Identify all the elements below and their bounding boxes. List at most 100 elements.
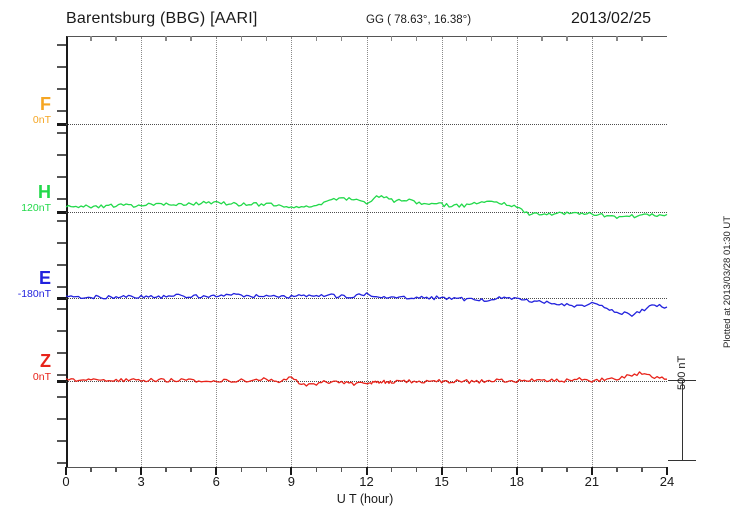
baseline-F bbox=[66, 124, 667, 125]
scale-bar-bottom-cap bbox=[668, 460, 696, 461]
gridline-6 bbox=[216, 37, 218, 467]
x-tick-top-22 bbox=[616, 36, 618, 41]
x-tick-top-13 bbox=[390, 36, 393, 41]
x-label-3: 3 bbox=[137, 474, 145, 489]
x-tick-17 bbox=[490, 467, 493, 472]
x-label-18: 18 bbox=[509, 474, 524, 489]
y-tick-major-F bbox=[57, 123, 66, 126]
x-tick-3 bbox=[140, 467, 143, 475]
x-tick-12 bbox=[365, 467, 368, 475]
baseline-H bbox=[66, 212, 667, 213]
y-tick-minor bbox=[57, 110, 66, 112]
y-tick-minor bbox=[57, 66, 66, 68]
x-tick-5 bbox=[190, 467, 192, 472]
trace-E bbox=[65, 292, 668, 317]
x-label-15: 15 bbox=[434, 474, 449, 489]
gridline-18 bbox=[516, 37, 518, 467]
component-unit-E: -180nT bbox=[17, 288, 51, 300]
x-tick-22 bbox=[616, 467, 618, 472]
y-tick-minor bbox=[57, 198, 66, 200]
x-tick-top-10 bbox=[315, 36, 318, 41]
scale-bar-line bbox=[682, 380, 683, 460]
x-tick-9 bbox=[290, 467, 293, 475]
y-tick-minor bbox=[57, 286, 66, 288]
y-tick-major-E bbox=[57, 297, 66, 300]
y-tick-minor bbox=[57, 440, 66, 442]
x-tick-18 bbox=[515, 467, 518, 475]
y-tick-minor bbox=[57, 330, 66, 332]
y-tick-major-H bbox=[57, 211, 66, 214]
x-tick-top-11 bbox=[340, 36, 343, 41]
x-tick-0 bbox=[65, 467, 67, 475]
x-label-6: 6 bbox=[212, 474, 220, 489]
x-tick-top-7 bbox=[240, 36, 243, 41]
y-tick-minor bbox=[57, 396, 66, 398]
x-tick-6 bbox=[215, 467, 218, 475]
scale-bar-label: 500 nT bbox=[676, 355, 688, 390]
x-tick-top-23 bbox=[641, 36, 643, 41]
x-tick-14 bbox=[415, 467, 418, 472]
component-unit-H: 120nT bbox=[21, 202, 51, 214]
x-tick-top-14 bbox=[415, 36, 418, 41]
y-tick-minor bbox=[57, 462, 66, 464]
plot-frame bbox=[66, 36, 667, 467]
geographic-coordinates: GG ( 78.63°, 16.38°) bbox=[366, 14, 472, 26]
x-tick-top-2 bbox=[115, 36, 117, 41]
x-tick-top-20 bbox=[566, 36, 568, 41]
gridline-21 bbox=[591, 37, 593, 467]
x-tick-4 bbox=[165, 467, 167, 472]
plotted-timestamp: Plotted at 2013/03/28 01:30 UT bbox=[722, 215, 730, 348]
x-tick-top-1 bbox=[90, 36, 92, 41]
component-unit-Z: 0nT bbox=[32, 371, 51, 383]
baseline-Z bbox=[66, 381, 667, 382]
x-tick-16 bbox=[465, 467, 468, 472]
x-tick-2 bbox=[115, 467, 117, 472]
page-title: Barentsburg (BBG) [AARI] bbox=[66, 10, 258, 27]
y-tick-minor bbox=[57, 220, 66, 222]
y-tick-minor bbox=[57, 352, 66, 354]
x-tick-15 bbox=[440, 467, 443, 475]
x-tick-10 bbox=[315, 467, 318, 472]
x-tick-top-16 bbox=[465, 36, 468, 41]
gridline-15 bbox=[441, 37, 443, 467]
y-tick-minor bbox=[57, 242, 66, 244]
y-tick-minor bbox=[57, 154, 66, 156]
x-label-12: 12 bbox=[359, 474, 374, 489]
y-tick-minor bbox=[57, 88, 66, 90]
y-tick-minor bbox=[57, 308, 66, 310]
x-label-21: 21 bbox=[584, 474, 600, 489]
y-tick-minor bbox=[57, 44, 66, 46]
component-label-H: H bbox=[38, 182, 51, 202]
y-tick-minor bbox=[57, 176, 66, 178]
baseline-E bbox=[66, 298, 667, 299]
scale-bar-top-cap bbox=[668, 380, 696, 381]
gridline-9 bbox=[291, 37, 293, 467]
y-tick-major-Z bbox=[57, 380, 66, 383]
x-label-24: 24 bbox=[659, 474, 675, 489]
x-tick-1 bbox=[90, 467, 92, 472]
x-label-0: 0 bbox=[62, 474, 70, 489]
component-unit-F: 0nT bbox=[32, 114, 51, 126]
x-tick-8 bbox=[265, 467, 268, 472]
gridline-12 bbox=[366, 37, 368, 467]
y-tick-minor bbox=[57, 264, 66, 266]
x-tick-top-19 bbox=[541, 36, 543, 41]
x-tick-top-8 bbox=[265, 36, 268, 41]
x-tick-20 bbox=[566, 467, 568, 472]
component-label-F: F bbox=[40, 94, 51, 114]
x-tick-top-17 bbox=[490, 36, 493, 41]
x-tick-21 bbox=[590, 467, 593, 475]
x-tick-13 bbox=[390, 467, 393, 472]
y-tick-minor bbox=[57, 132, 66, 134]
y-tick-minor bbox=[57, 418, 66, 420]
component-label-Z: Z bbox=[40, 351, 51, 371]
trace-Z bbox=[65, 371, 667, 387]
x-label-9: 9 bbox=[287, 474, 295, 489]
x-tick-19 bbox=[541, 467, 543, 472]
magnetogram-traces bbox=[65, 195, 668, 387]
x-tick-24 bbox=[666, 467, 668, 475]
x-tick-top-5 bbox=[190, 36, 192, 41]
x-tick-top-4 bbox=[165, 36, 167, 41]
x-tick-7 bbox=[240, 467, 243, 472]
trace-H bbox=[65, 195, 668, 220]
